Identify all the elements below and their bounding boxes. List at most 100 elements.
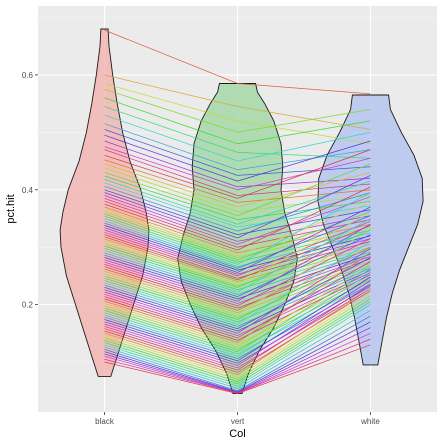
paired-line (104, 260, 371, 314)
paired-line (104, 276, 371, 346)
paired-line (104, 288, 371, 376)
paired-line (104, 265, 371, 348)
paired-line (104, 238, 371, 307)
paired-line (104, 344, 371, 394)
paired-line (104, 149, 371, 196)
paired-line (104, 310, 371, 389)
paired-line (104, 288, 371, 369)
paired-line (104, 290, 371, 373)
paired-line (104, 163, 371, 216)
paired-line (104, 129, 371, 176)
paired-line (104, 134, 371, 182)
paired-line (104, 315, 371, 392)
paired-line (104, 189, 371, 235)
paired-line (104, 220, 371, 277)
paired-line (104, 225, 371, 281)
y-tick-label: 0.4 (22, 186, 34, 195)
y-tick-label: 0.6 (22, 71, 34, 80)
paired-line (104, 272, 371, 357)
paired-line (104, 338, 371, 394)
paired-line (104, 243, 371, 287)
x-tick-label-black: black (95, 417, 115, 426)
paired-line (104, 218, 371, 293)
paired-line (104, 175, 371, 239)
paired-line (104, 185, 371, 232)
paired-line (104, 234, 371, 279)
paired-line (104, 272, 371, 337)
paired-line (104, 83, 371, 145)
paired-line (104, 179, 371, 225)
paired-line (104, 163, 371, 208)
x-axis-ticks: black vert white (95, 412, 380, 426)
paired-line (104, 223, 371, 302)
paired-line (104, 228, 371, 316)
paired-line (104, 229, 371, 288)
paired-line (104, 88, 371, 133)
paired-line (104, 265, 371, 323)
x-tick-label-white: white (360, 417, 380, 426)
paired-line (104, 74, 371, 130)
paired-line (104, 295, 371, 380)
paired-line (104, 229, 371, 275)
paired-line (104, 246, 371, 311)
paired-line (104, 278, 371, 350)
y-axis-ticks: 0.2 0.4 0.6 (22, 71, 38, 310)
paired-line (104, 123, 371, 171)
paired-lines (104, 29, 371, 394)
paired-line (104, 281, 371, 355)
y-axis-title: pct.hit (5, 194, 17, 223)
paired-line (104, 225, 371, 271)
paired-line (104, 247, 371, 291)
paired-line (104, 202, 371, 257)
paired-line (104, 252, 371, 320)
paired-line (104, 268, 371, 353)
y-tick-label: 0.2 (22, 301, 34, 310)
paired-line (104, 196, 371, 245)
paired-line (104, 234, 371, 298)
violin-white (317, 94, 424, 366)
paired-line (104, 97, 371, 145)
paired-line (104, 215, 371, 269)
paired-line (104, 267, 371, 327)
paired-line (104, 247, 371, 334)
paired-line (104, 206, 371, 254)
paired-line (104, 304, 371, 387)
paired-line (104, 167, 371, 212)
paired-line (104, 261, 371, 339)
paired-line (104, 251, 371, 295)
paired-line (104, 284, 371, 371)
paired-line (104, 256, 371, 304)
paired-line (104, 220, 371, 268)
paired-line (104, 276, 371, 362)
paired-line (104, 29, 371, 95)
paired-line (104, 241, 371, 325)
paired-line (104, 321, 371, 393)
paired-line (104, 215, 371, 263)
paired-line (104, 327, 371, 393)
paired-line (104, 280, 371, 366)
paired-line (104, 238, 371, 282)
paired-line (104, 195, 371, 242)
paired-line (104, 212, 371, 285)
paired-line (104, 206, 371, 273)
paired-line (104, 192, 371, 265)
paired-line (104, 252, 371, 343)
paired-line (104, 186, 371, 251)
paired-line (104, 298, 371, 383)
paired-line (104, 285, 371, 364)
paired-line (104, 301, 371, 385)
paired-line (104, 292, 371, 378)
paired-line (104, 114, 371, 162)
paired-line (104, 159, 371, 203)
paired-line (104, 149, 371, 199)
paired-line (104, 175, 371, 220)
paired-line (104, 257, 371, 330)
x-axis-title: Col (229, 428, 246, 440)
paired-line (104, 269, 371, 332)
paired-line (104, 211, 371, 261)
paired-line (104, 211, 371, 258)
paired-line (104, 146, 371, 191)
x-tick-label-vert: vert (231, 417, 245, 426)
